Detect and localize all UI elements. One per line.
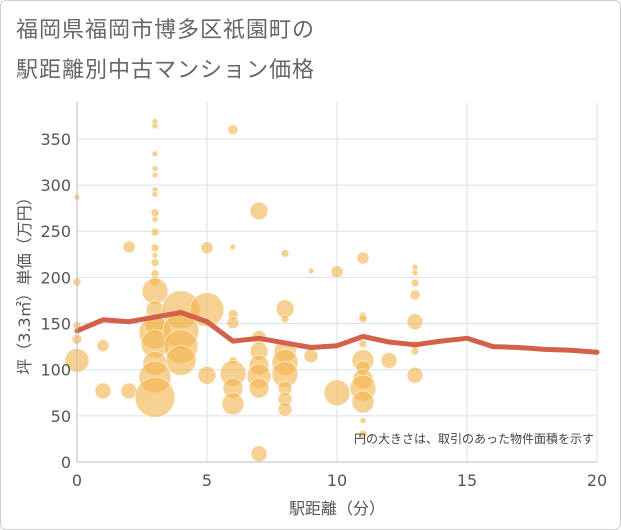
data-point-82 [409,289,421,301]
x-tick-label-10: 10 [327,471,347,490]
data-point-17 [151,215,159,223]
data-point-36 [200,241,214,255]
y-tick-label-250: 250 [40,222,71,241]
data-point-62 [277,401,293,417]
y-tick-label-0: 0 [61,453,71,472]
chart-annotation: 円の大きさは、取引のあった物件面積を示す [354,431,594,446]
axes-layer: 0 50 100 150 200 250 300 350 0 5 10 15 20 [40,102,607,490]
data-point-66 [323,379,351,407]
data-point-76 [359,417,367,424]
x-axis-label: 駅距離（分） [289,499,385,518]
y-tick-label-300: 300 [40,176,71,195]
data-point-54 [280,248,290,258]
average-price-line [74,310,600,355]
data-point-75 [351,390,375,414]
data-point-40 [229,243,237,251]
data-point-21 [150,258,160,268]
chart-title-line1: 福岡県福岡市博多区祇園町の [16,18,316,43]
data-point-8 [120,382,138,400]
y-tick-label-350: 350 [40,130,71,149]
y-tick-label-100: 100 [40,361,71,380]
data-point-67 [356,251,370,265]
data-point-53 [250,445,268,463]
trend-line-layer [74,310,600,355]
data-point-63 [307,267,315,275]
data-point-46 [221,392,245,416]
data-point-16 [150,208,160,218]
y-tick-label-150: 150 [40,315,71,334]
data-point-18 [150,227,160,237]
data-point-5 [96,339,110,353]
x-tick-label-15: 15 [457,471,477,490]
data-point-56 [280,314,290,324]
data-point-12 [151,165,159,172]
data-point-86 [406,366,424,384]
data-point-19 [150,243,160,253]
data-point-52 [248,377,270,399]
data-point-13 [151,171,159,179]
data-point-7 [122,240,136,254]
y-tick-label-50: 50 [51,407,71,426]
data-point-38 [197,365,217,385]
data-point-20 [151,251,159,259]
x-tick-label-0: 0 [72,471,82,490]
data-point-47 [249,201,269,221]
data-point-42 [226,316,240,330]
x-tick-label-20: 20 [587,471,607,490]
data-point-10 [151,122,159,130]
y-tick-label-200: 200 [40,268,71,287]
data-point-80 [411,269,419,277]
chart-title-line2: 駅距離別中古マンション価格 [16,58,316,83]
data-point-35 [165,345,197,376]
data-point-85 [410,346,420,356]
data-point-77 [358,429,368,439]
data-point-78 [380,352,398,369]
y-axis-label: 坪（3.3㎡）単価（万円） [15,189,34,374]
data-point-31 [134,376,176,418]
data-point-39 [227,124,239,136]
data-point-79 [411,263,419,271]
data-point-65 [330,265,344,279]
x-tick-label-5: 5 [202,471,212,490]
data-point-83 [406,313,424,331]
data-point-81 [410,278,420,288]
data-point-70 [358,339,368,349]
data-point-69 [358,314,368,324]
data-point-64 [303,348,319,364]
data-point-15 [151,190,159,198]
data-point-11 [151,150,159,158]
data-point-6 [94,382,112,400]
